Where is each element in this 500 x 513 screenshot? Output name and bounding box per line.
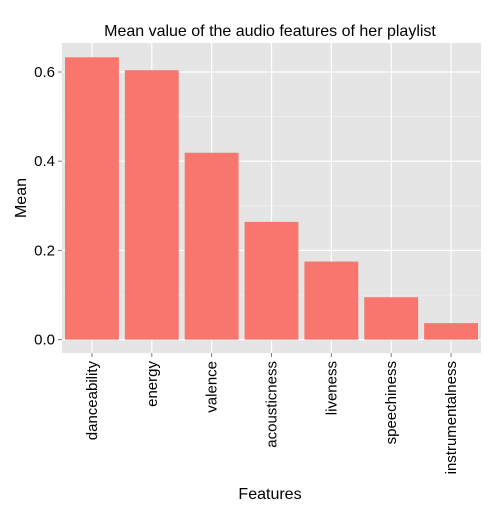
- bar-liveness: [304, 261, 359, 340]
- bar-acousticness: [244, 221, 299, 340]
- x-tick-label: liveness: [323, 361, 340, 415]
- x-tick-label: valence: [204, 361, 221, 413]
- bar-instrumentalness: [424, 323, 479, 340]
- y-axis-ticks: 0.0 0.2 0.4 0.6: [34, 64, 62, 349]
- x-tick-label: speechiness: [383, 361, 400, 444]
- x-tick-label: energy: [144, 361, 161, 407]
- chart-title: Mean value of the audio features of her …: [104, 23, 436, 40]
- y-tick-label: 0.4: [34, 153, 55, 170]
- x-tick-label: instrumentalness: [443, 361, 460, 474]
- y-tick-label: 0.2: [34, 242, 55, 259]
- bar-energy: [124, 70, 179, 340]
- y-tick-label: 0.6: [34, 64, 55, 81]
- x-axis-label: Features: [238, 486, 301, 503]
- x-tick-label: acousticness: [264, 361, 281, 448]
- bar-danceability: [64, 57, 119, 340]
- bar-series: [64, 57, 479, 340]
- bar-valence: [184, 152, 239, 340]
- x-axis-ticks: danceability energy valence acousticness liv…: [84, 353, 460, 474]
- y-axis-label: Mean: [13, 178, 30, 218]
- bar-speechiness: [364, 297, 419, 340]
- y-tick-label: 0.0: [34, 332, 55, 349]
- x-tick-label: danceability: [84, 361, 101, 441]
